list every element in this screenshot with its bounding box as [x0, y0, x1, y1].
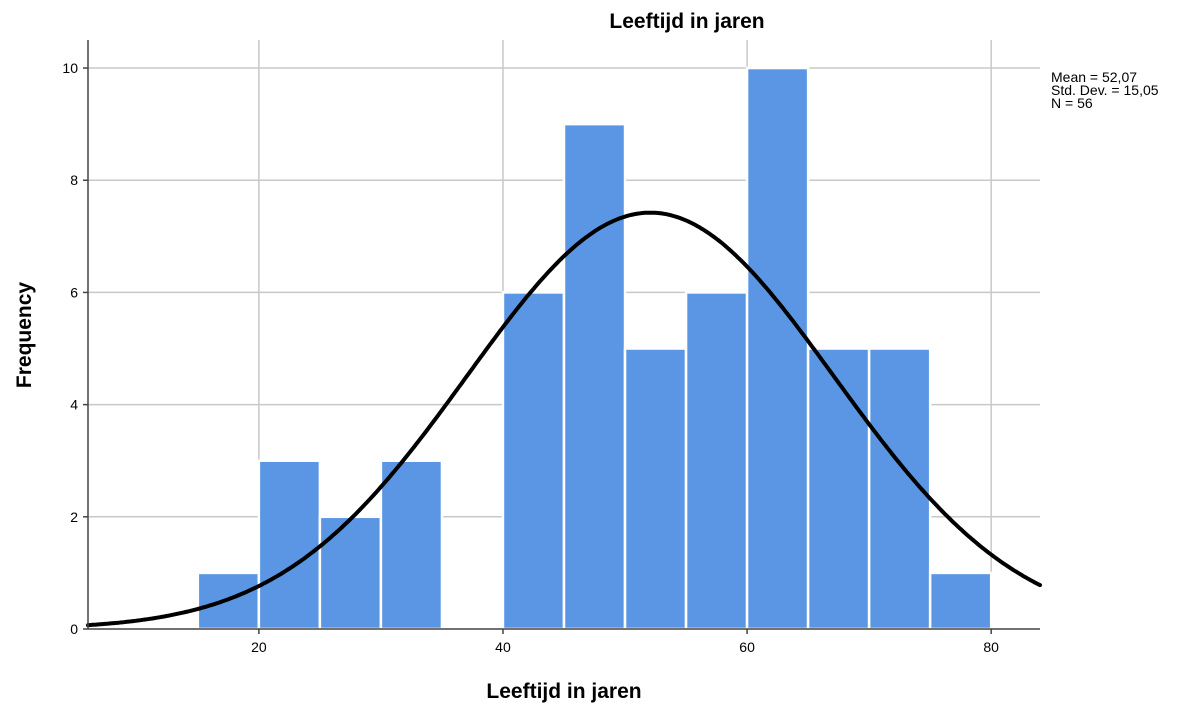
histogram-bar: [379, 459, 444, 631]
summary-stat-label: Mean = 52,07: [1051, 69, 1137, 85]
x-tick-label: 20: [251, 639, 267, 655]
y-tick-label: 0: [70, 621, 78, 637]
normal-curve: [86, 210, 1042, 628]
y-tick-label: 8: [70, 172, 78, 188]
x-tick-label: 60: [739, 639, 755, 655]
x-tick-label: 40: [495, 639, 511, 655]
y-tick-labels: 0 2 4 6 8 10: [62, 60, 88, 637]
histogram-bar: [562, 122, 627, 631]
histogram-bar: [501, 291, 566, 631]
summary-stat-label: Std. Dev. = 15,05: [1051, 82, 1159, 98]
histogram-bar: [684, 291, 749, 631]
y-tick-label: 6: [70, 284, 78, 300]
y-tick-label: 10: [62, 60, 78, 76]
histogram-bar: [257, 459, 322, 631]
x-axis-label: Leeftijd in jaren: [486, 680, 641, 703]
x-tick-label: 80: [983, 639, 999, 655]
y-tick-label: 2: [70, 509, 78, 525]
axes: [87, 40, 1040, 630]
y-tick-label: 4: [70, 397, 78, 413]
y-axis-label: Frequency: [13, 282, 36, 389]
histogram-bar: [318, 515, 383, 631]
chart-title: Leeftijd in jaren: [609, 10, 764, 33]
x-tick-labels: 20 40 60 80: [251, 629, 999, 655]
histogram-bar: [928, 571, 993, 631]
summary-stat-label: N = 56: [1051, 95, 1093, 111]
bars: [196, 66, 993, 631]
histogram-bar: [806, 347, 871, 631]
histogram-bar: [745, 66, 810, 631]
histogram-bar: [623, 347, 688, 631]
